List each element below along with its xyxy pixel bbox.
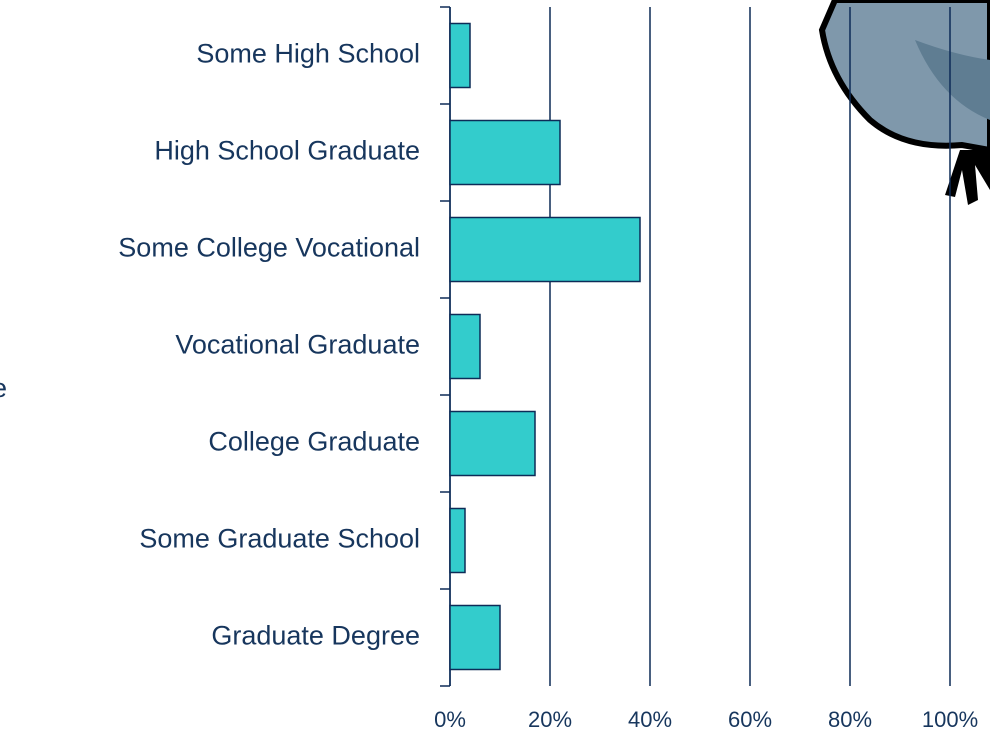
bar <box>449 507 466 574</box>
y-tick-label: Vocational Graduate <box>175 330 420 360</box>
y-tick-label: Some College Vocational <box>118 233 420 263</box>
x-tick-label: 40% <box>628 707 672 732</box>
cartoon-decoration <box>818 0 990 205</box>
x-tick-label: 0% <box>434 707 466 732</box>
y-tick-label: High School Graduate <box>154 136 420 166</box>
bar <box>449 604 501 671</box>
y-tick-label: College Graduate <box>208 427 420 457</box>
bar <box>449 22 471 89</box>
x-tick-label: 100% <box>922 707 978 732</box>
bar <box>449 410 536 477</box>
y-tick-label: Graduate Degree <box>211 621 420 651</box>
x-tick-label: 60% <box>728 707 772 732</box>
x-tick-label: 80% <box>828 707 872 732</box>
annotation: e <box>0 373 7 403</box>
y-tick-label: Some Graduate School <box>139 524 420 554</box>
bar <box>449 313 481 380</box>
bar <box>449 216 641 283</box>
y-tick-label: Some High School <box>196 39 420 69</box>
x-tick-label: 20% <box>528 707 572 732</box>
bar <box>449 119 561 186</box>
